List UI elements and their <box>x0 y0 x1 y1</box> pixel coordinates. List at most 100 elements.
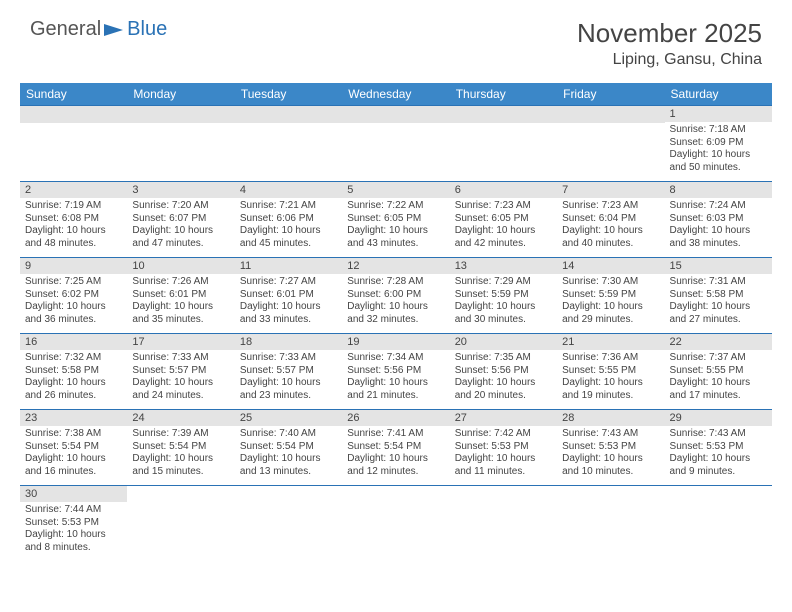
day-body: Sunrise: 7:34 AMSunset: 5:56 PMDaylight:… <box>342 350 449 406</box>
sunrise-line: Sunrise: 7:21 AM <box>240 200 337 213</box>
day-number: 3 <box>127 182 234 198</box>
day-body: Sunrise: 7:38 AMSunset: 5:54 PMDaylight:… <box>20 426 127 482</box>
sunrise-line: Sunrise: 7:20 AM <box>132 200 229 213</box>
calendar-empty-cell <box>557 486 664 562</box>
day-number: 26 <box>342 410 449 426</box>
weekday-header: Wednesday <box>342 83 449 106</box>
calendar-day-cell: 1Sunrise: 7:18 AMSunset: 6:09 PMDaylight… <box>665 106 772 182</box>
sunrise-line: Sunrise: 7:38 AM <box>25 428 122 441</box>
daylight-line: Daylight: 10 hours and 13 minutes. <box>240 453 337 478</box>
day-number: 14 <box>557 258 664 274</box>
calendar-empty-cell <box>342 106 449 182</box>
daylight-line: Daylight: 10 hours and 50 minutes. <box>670 149 767 174</box>
sunrise-line: Sunrise: 7:37 AM <box>670 352 767 365</box>
calendar-empty-cell <box>20 106 127 182</box>
calendar-empty-cell <box>450 486 557 562</box>
calendar-day-cell: 4Sunrise: 7:21 AMSunset: 6:06 PMDaylight… <box>235 182 342 258</box>
day-body: Sunrise: 7:19 AMSunset: 6:08 PMDaylight:… <box>20 198 127 254</box>
day-number: 19 <box>342 334 449 350</box>
calendar-day-cell: 6Sunrise: 7:23 AMSunset: 6:05 PMDaylight… <box>450 182 557 258</box>
sunrise-line: Sunrise: 7:33 AM <box>240 352 337 365</box>
day-number: 29 <box>665 410 772 426</box>
weekday-header: Monday <box>127 83 234 106</box>
calendar-day-cell: 3Sunrise: 7:20 AMSunset: 6:07 PMDaylight… <box>127 182 234 258</box>
day-number: 10 <box>127 258 234 274</box>
sunrise-line: Sunrise: 7:39 AM <box>132 428 229 441</box>
sunset-line: Sunset: 6:05 PM <box>455 213 552 226</box>
calendar-day-cell: 11Sunrise: 7:27 AMSunset: 6:01 PMDayligh… <box>235 258 342 334</box>
calendar-day-cell: 25Sunrise: 7:40 AMSunset: 5:54 PMDayligh… <box>235 410 342 486</box>
daylight-line: Daylight: 10 hours and 38 minutes. <box>670 225 767 250</box>
calendar-day-cell: 30Sunrise: 7:44 AMSunset: 5:53 PMDayligh… <box>20 486 127 562</box>
calendar-day-cell: 14Sunrise: 7:30 AMSunset: 5:59 PMDayligh… <box>557 258 664 334</box>
calendar-empty-cell <box>127 106 234 182</box>
sunset-line: Sunset: 6:07 PM <box>132 213 229 226</box>
day-body: Sunrise: 7:26 AMSunset: 6:01 PMDaylight:… <box>127 274 234 330</box>
daylight-line: Daylight: 10 hours and 33 minutes. <box>240 301 337 326</box>
sunset-line: Sunset: 6:03 PM <box>670 213 767 226</box>
weekday-header: Sunday <box>20 83 127 106</box>
sunrise-line: Sunrise: 7:26 AM <box>132 276 229 289</box>
sunrise-line: Sunrise: 7:31 AM <box>670 276 767 289</box>
sunset-line: Sunset: 6:05 PM <box>347 213 444 226</box>
daylight-line: Daylight: 10 hours and 21 minutes. <box>347 377 444 402</box>
logo-text-blue: Blue <box>127 18 167 41</box>
calendar-empty-cell <box>342 486 449 562</box>
day-number: 15 <box>665 258 772 274</box>
sunrise-line: Sunrise: 7:19 AM <box>25 200 122 213</box>
daylight-line: Daylight: 10 hours and 35 minutes. <box>132 301 229 326</box>
calendar-day-cell: 13Sunrise: 7:29 AMSunset: 5:59 PMDayligh… <box>450 258 557 334</box>
weekday-header-row: SundayMondayTuesdayWednesdayThursdayFrid… <box>20 83 772 106</box>
day-number: 2 <box>20 182 127 198</box>
header: General Blue November 2025 Liping, Gansu… <box>0 0 792 77</box>
day-body: Sunrise: 7:23 AMSunset: 6:04 PMDaylight:… <box>557 198 664 254</box>
sunrise-line: Sunrise: 7:33 AM <box>132 352 229 365</box>
daylight-line: Daylight: 10 hours and 32 minutes. <box>347 301 444 326</box>
empty-daynum-row <box>557 106 664 123</box>
day-body: Sunrise: 7:36 AMSunset: 5:55 PMDaylight:… <box>557 350 664 406</box>
calendar-row: 9Sunrise: 7:25 AMSunset: 6:02 PMDaylight… <box>20 258 772 334</box>
empty-daynum-row <box>342 106 449 123</box>
day-body: Sunrise: 7:18 AMSunset: 6:09 PMDaylight:… <box>665 122 772 178</box>
day-number: 17 <box>127 334 234 350</box>
sunrise-line: Sunrise: 7:32 AM <box>25 352 122 365</box>
day-body: Sunrise: 7:25 AMSunset: 6:02 PMDaylight:… <box>20 274 127 330</box>
empty-daynum-row <box>235 106 342 123</box>
day-body: Sunrise: 7:20 AMSunset: 6:07 PMDaylight:… <box>127 198 234 254</box>
logo: General Blue <box>30 18 167 41</box>
calendar-day-cell: 17Sunrise: 7:33 AMSunset: 5:57 PMDayligh… <box>127 334 234 410</box>
sunset-line: Sunset: 5:57 PM <box>240 365 337 378</box>
empty-daynum-row <box>20 106 127 123</box>
sunset-line: Sunset: 5:56 PM <box>455 365 552 378</box>
calendar-day-cell: 15Sunrise: 7:31 AMSunset: 5:58 PMDayligh… <box>665 258 772 334</box>
daylight-line: Daylight: 10 hours and 17 minutes. <box>670 377 767 402</box>
sunset-line: Sunset: 5:55 PM <box>562 365 659 378</box>
sunset-line: Sunset: 5:56 PM <box>347 365 444 378</box>
sunrise-line: Sunrise: 7:44 AM <box>25 504 122 517</box>
weekday-header: Tuesday <box>235 83 342 106</box>
daylight-line: Daylight: 10 hours and 16 minutes. <box>25 453 122 478</box>
sunset-line: Sunset: 5:54 PM <box>347 441 444 454</box>
day-body: Sunrise: 7:21 AMSunset: 6:06 PMDaylight:… <box>235 198 342 254</box>
day-number: 9 <box>20 258 127 274</box>
day-body: Sunrise: 7:43 AMSunset: 5:53 PMDaylight:… <box>557 426 664 482</box>
daylight-line: Daylight: 10 hours and 40 minutes. <box>562 225 659 250</box>
day-number: 23 <box>20 410 127 426</box>
day-number: 4 <box>235 182 342 198</box>
day-body: Sunrise: 7:23 AMSunset: 6:05 PMDaylight:… <box>450 198 557 254</box>
sunset-line: Sunset: 5:55 PM <box>670 365 767 378</box>
sunrise-line: Sunrise: 7:34 AM <box>347 352 444 365</box>
day-body: Sunrise: 7:43 AMSunset: 5:53 PMDaylight:… <box>665 426 772 482</box>
calendar-table: SundayMondayTuesdayWednesdayThursdayFrid… <box>20 83 772 562</box>
sunrise-line: Sunrise: 7:18 AM <box>670 124 767 137</box>
day-number: 11 <box>235 258 342 274</box>
day-body: Sunrise: 7:32 AMSunset: 5:58 PMDaylight:… <box>20 350 127 406</box>
daylight-line: Daylight: 10 hours and 27 minutes. <box>670 301 767 326</box>
logo-flag-icon <box>103 22 125 38</box>
calendar-day-cell: 23Sunrise: 7:38 AMSunset: 5:54 PMDayligh… <box>20 410 127 486</box>
sunrise-line: Sunrise: 7:23 AM <box>562 200 659 213</box>
calendar-empty-cell <box>665 486 772 562</box>
sunset-line: Sunset: 5:53 PM <box>25 517 122 530</box>
sunset-line: Sunset: 6:06 PM <box>240 213 337 226</box>
sunset-line: Sunset: 5:54 PM <box>132 441 229 454</box>
